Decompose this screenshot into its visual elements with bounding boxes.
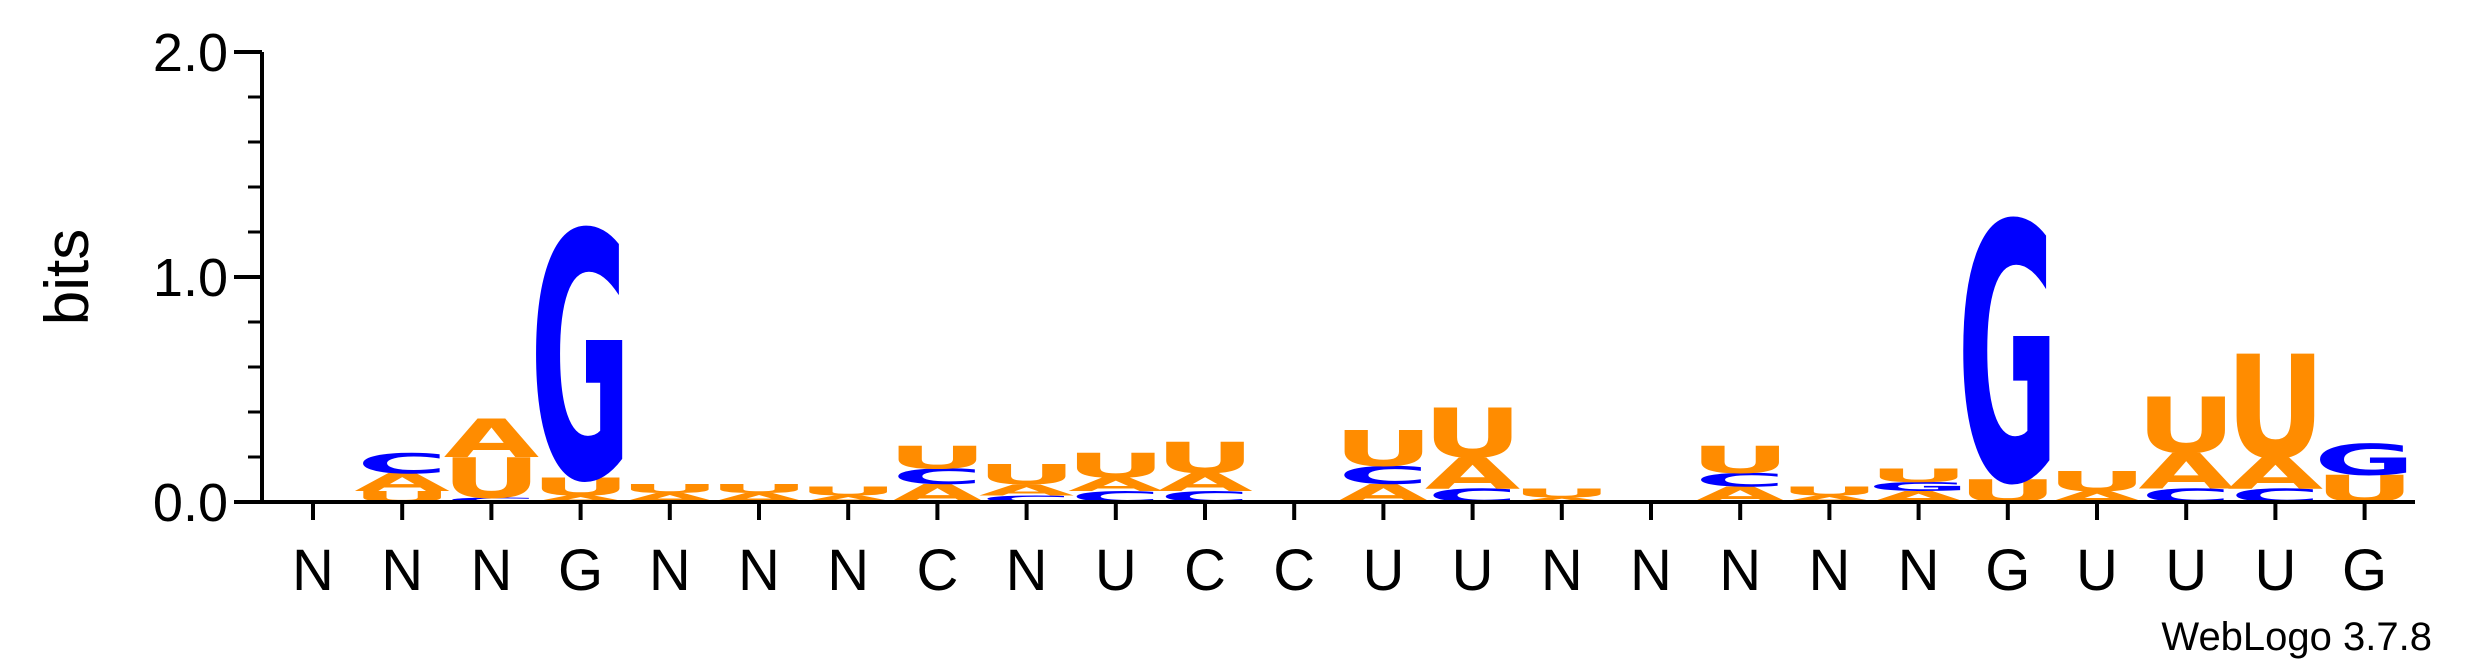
y-tick-label: 1.0: [153, 248, 228, 308]
y-tick-label: 2.0: [153, 23, 228, 83]
logo-glyph-u: U: [1868, 465, 1968, 487]
logo-glyph-g: G: [530, 164, 631, 559]
logo-glyph-u: U: [887, 440, 987, 476]
position-label: G: [2342, 538, 2387, 603]
logo-glyph-u: U: [530, 473, 630, 502]
logo-glyph-a: A: [1157, 468, 1253, 497]
position-label: N: [470, 538, 512, 603]
position-label: N: [1898, 538, 1940, 603]
logo-glyph-u: U: [798, 484, 898, 498]
y-tick-label: 0.0: [153, 473, 228, 533]
position-label: U: [1362, 538, 1404, 603]
position-label: N: [1719, 538, 1761, 603]
y-axis-title: bits: [33, 229, 102, 325]
logo-glyph-u: U: [1333, 421, 1433, 478]
position-label: N: [292, 538, 334, 603]
position-label: N: [649, 538, 691, 603]
position-label: U: [1095, 538, 1137, 603]
logo-glyph-a: A: [533, 493, 629, 504]
y-axis-ticks: 0.0 1.0 2.0: [153, 23, 262, 533]
position-label: C: [1273, 538, 1315, 603]
position-label: U: [2076, 538, 2118, 603]
logo-glyph-u: U: [620, 482, 720, 496]
logo-glyph-u: U: [1422, 395, 1522, 473]
position-label: C: [916, 538, 958, 603]
logo-glyph-g: G: [1957, 151, 2058, 564]
logo-glyph-g: G: [1868, 479, 1969, 493]
logo-glyph-a: A: [444, 409, 540, 470]
position-label: U: [1452, 538, 1494, 603]
position-label: C: [1184, 538, 1226, 603]
logo-glyph-a: A: [1068, 474, 1164, 496]
logo-glyph-a: A: [2228, 448, 2324, 498]
logo-glyph-u: U: [2136, 381, 2236, 471]
position-label: N: [1630, 538, 1672, 603]
logo-glyph-g: G: [2314, 435, 2415, 485]
logo-glyph-u: U: [1690, 438, 1790, 481]
logo-glyph-a: A: [1425, 448, 1521, 498]
position-label: N: [827, 538, 869, 603]
logo-glyph-c: C: [1695, 469, 1786, 491]
logo-glyph-u: U: [2047, 465, 2147, 497]
logo-glyph-c: C: [1338, 461, 1429, 490]
position-label: N: [1541, 538, 1583, 603]
position-label: G: [558, 538, 603, 603]
logo-glyph-a: A: [979, 481, 1075, 499]
position-label: N: [738, 538, 780, 603]
logo-glyph-a: A: [1782, 493, 1878, 504]
logo-glyph-c: C: [892, 464, 983, 489]
position-label: N: [1006, 538, 1048, 603]
position-label: G: [1985, 538, 2030, 603]
logo-glyph-a: A: [1514, 496, 1610, 503]
logo-glyph-u: U: [709, 482, 809, 496]
logo-glyph-u: U: [2225, 327, 2325, 491]
logo-glyph-u: U: [1155, 433, 1255, 483]
logo-glyph-a: A: [354, 468, 450, 497]
logo-glyph-u: U: [976, 459, 1076, 491]
logo-glyph-c: C: [981, 493, 1072, 504]
logo-glyph-a: A: [800, 493, 896, 504]
logo-glyph-u: U: [1779, 484, 1879, 498]
logo-glyph-c: C: [357, 447, 448, 479]
position-label: U: [2254, 538, 2296, 603]
position-label: U: [2165, 538, 2207, 603]
logo-glyph-a: A: [2138, 443, 2234, 500]
position-label: N: [381, 538, 423, 603]
logo-glyph-u: U: [1066, 446, 1166, 485]
position-label: N: [1808, 538, 1850, 603]
weblogo-credit: WebLogo 3.7.8: [2161, 615, 2432, 659]
logo-glyph-c: C: [446, 496, 537, 503]
logo-glyph-u: U: [1512, 486, 1612, 500]
